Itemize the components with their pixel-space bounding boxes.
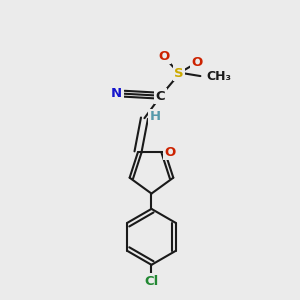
Text: CH₃: CH₃ <box>207 70 232 83</box>
Text: N: N <box>111 87 122 100</box>
Text: O: O <box>158 50 169 62</box>
Text: H: H <box>150 110 161 123</box>
Text: C: C <box>156 90 166 103</box>
Text: O: O <box>165 146 176 158</box>
Text: O: O <box>191 56 203 69</box>
Text: S: S <box>174 67 184 80</box>
Text: Cl: Cl <box>144 274 159 287</box>
